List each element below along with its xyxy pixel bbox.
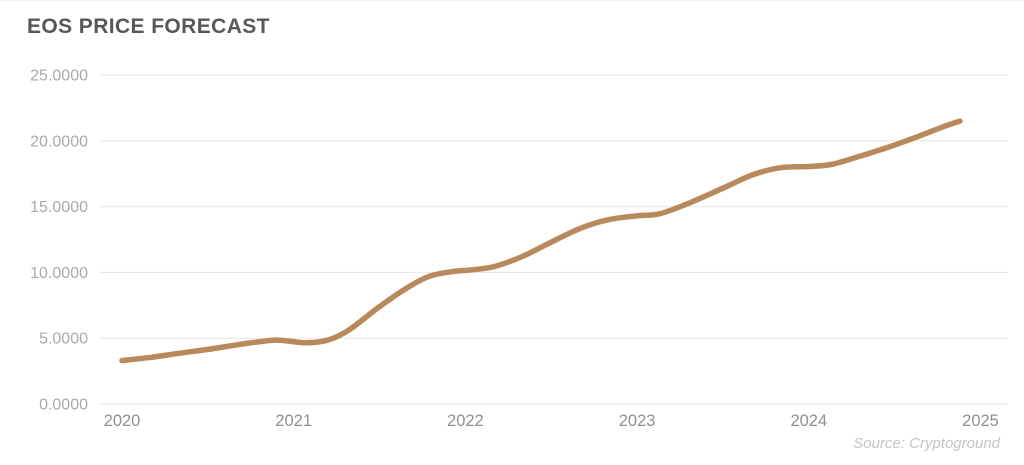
x-axis-tick-label: 2024: [790, 412, 827, 430]
y-axis-tick-label: 20.0000: [30, 133, 88, 150]
y-axis-tick-label: 15.0000: [30, 199, 88, 216]
y-axis-tick-label: 0.0000: [39, 397, 88, 414]
chart-title: EOS PRICE FORECAST: [27, 15, 270, 38]
y-axis-tick-label: 10.0000: [30, 265, 88, 282]
x-axis-tick-label: 2021: [275, 412, 312, 430]
y-axis-tick-label: 25.0000: [30, 68, 88, 85]
y-axis-tick-label: 5.0000: [39, 331, 88, 348]
price-series-line: [119, 118, 963, 364]
x-axis-tick-label: 2025: [962, 412, 999, 430]
x-axis-tick-label: 2022: [447, 412, 484, 430]
x-axis-tick-label: 2023: [619, 412, 656, 430]
x-axis-tick-label: 2020: [104, 412, 141, 430]
source-attribution: Source: Cryptoground: [853, 435, 1000, 452]
